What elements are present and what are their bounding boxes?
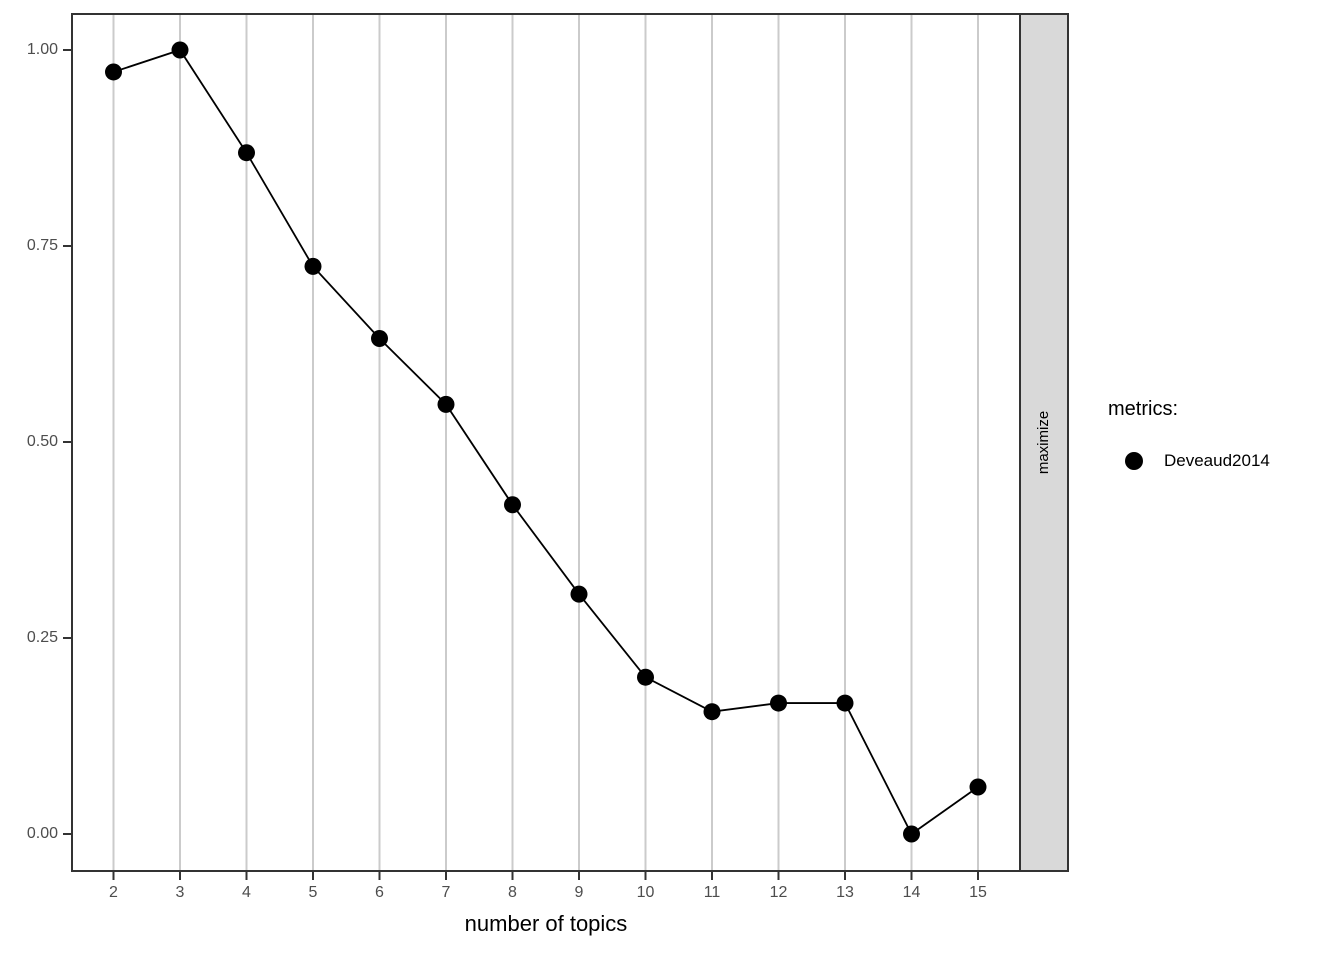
data-point-9 bbox=[570, 585, 588, 603]
legend-title: metrics: bbox=[1108, 398, 1178, 420]
legend-item-label: Deveaud2014 bbox=[1164, 451, 1270, 470]
data-point-11 bbox=[703, 703, 721, 721]
y-tick-label-0.50: 0.50 bbox=[26, 433, 58, 450]
x-tick-label-12: 12 bbox=[769, 884, 788, 901]
legend-item: Deveaud2014 bbox=[1108, 451, 1338, 471]
data-point-7 bbox=[437, 395, 455, 413]
legend: metrics: Deveaud2014 bbox=[1108, 398, 1338, 471]
data-point-13 bbox=[836, 694, 854, 712]
data-point-4 bbox=[238, 144, 255, 162]
x-tick-label-2: 2 bbox=[109, 884, 118, 901]
x-tick-label-11: 11 bbox=[703, 884, 721, 901]
x-tick-label-7: 7 bbox=[441, 884, 451, 901]
x-tick-label-8: 8 bbox=[508, 884, 517, 901]
x-tick-label-9: 9 bbox=[574, 884, 584, 901]
facet-strip-rect bbox=[1019, 13, 1069, 872]
data-point-2 bbox=[105, 63, 122, 81]
data-point-14 bbox=[903, 825, 920, 843]
x-tick-label-5: 5 bbox=[308, 884, 318, 901]
x-tick-label-14: 14 bbox=[902, 884, 921, 901]
y-tick-label-1.00: 1.00 bbox=[26, 41, 58, 58]
data-point-12 bbox=[770, 694, 787, 712]
x-tick-label-4: 4 bbox=[242, 884, 251, 901]
panel-background bbox=[72, 14, 1020, 871]
x-tick-label-6: 6 bbox=[375, 884, 384, 901]
data-point-6 bbox=[371, 330, 388, 348]
filled-circle-icon bbox=[1125, 452, 1143, 470]
x-tick-label-3: 3 bbox=[175, 884, 185, 901]
data-point-3 bbox=[171, 41, 189, 59]
x-tick-label-10: 10 bbox=[636, 884, 655, 901]
y-tick-label-0.00: 0.00 bbox=[26, 825, 58, 842]
x-tick-label-15: 15 bbox=[969, 884, 987, 901]
data-point-10 bbox=[637, 668, 654, 686]
series-line-Deveaud2014 bbox=[113, 48, 979, 836]
y-tick-label-0.25: 0.25 bbox=[26, 629, 58, 646]
data-point-15 bbox=[969, 778, 987, 796]
x-tick-label-13: 13 bbox=[836, 884, 854, 901]
data-point-8 bbox=[504, 496, 521, 514]
y-tick-label-0.75: 0.75 bbox=[26, 237, 58, 254]
data-point-5 bbox=[304, 257, 322, 275]
x-axis-title: number of topics bbox=[464, 911, 628, 936]
